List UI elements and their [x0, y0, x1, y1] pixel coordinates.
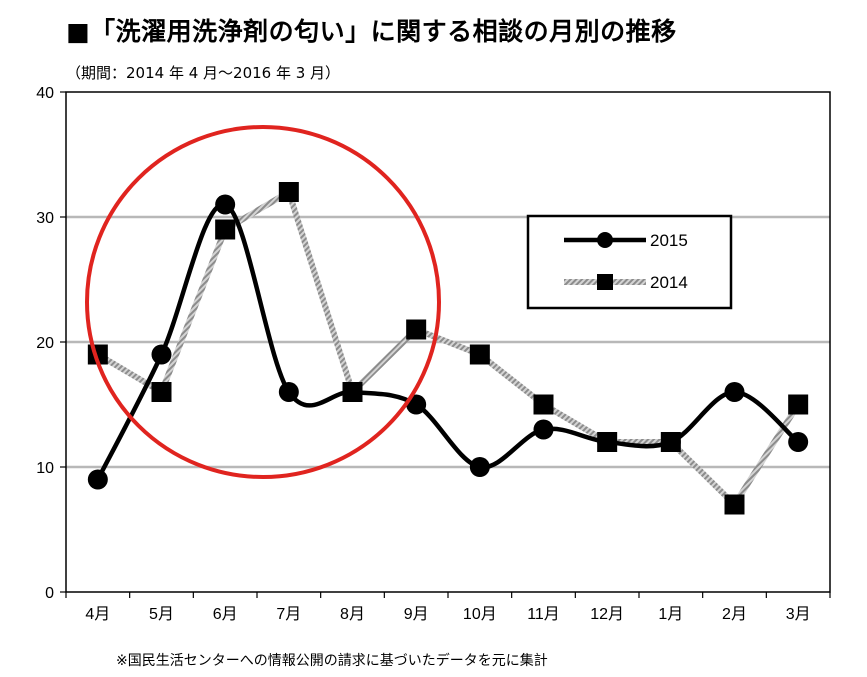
y-tick-label: 10: [36, 460, 54, 477]
y-tick-label: 20: [36, 335, 54, 352]
y-tick-label: 30: [36, 210, 54, 227]
point-2014: [533, 394, 554, 415]
chart-title: ■「洗濯用洗浄剤の匂い」に関する相談の月別の推移: [66, 17, 677, 46]
y-tick-label: 40: [36, 85, 54, 102]
point-2014: [151, 382, 172, 402]
x-axis: 4月 5月 6月 7月 8月 9月 10月 11月 12月 1月 2月 3月: [65, 592, 831, 623]
point-2014: [788, 394, 809, 415]
x-tick-label: 8月: [340, 606, 365, 623]
point-2014: [406, 319, 427, 340]
x-tick-label: 2月: [722, 606, 747, 623]
point-2014: [660, 432, 681, 452]
point-2014: [215, 219, 236, 240]
legend-label-2014: 2014: [650, 273, 688, 292]
y-axis: 0 10 20 30 40: [36, 85, 66, 602]
point-2015: [724, 382, 745, 402]
point-2015: [533, 419, 554, 440]
x-tick-label: 1月: [658, 606, 683, 623]
series-line-2014: [96, 189, 801, 508]
chart-subtitle: （期間：2014 年 4 月～2016 年 3 月）: [66, 64, 341, 82]
point-2014: [342, 382, 363, 402]
legend-box: [526, 214, 733, 310]
x-tick-label: 7月: [276, 606, 301, 623]
legend-label-2015: 2015: [650, 231, 688, 250]
y-tick-label: 0: [45, 585, 54, 602]
x-tick-label: 12月: [590, 606, 624, 623]
point-2015: [278, 382, 299, 402]
legend: 2015 2014: [526, 214, 733, 310]
highlight-circle: [85, 125, 441, 479]
point-2015: [788, 432, 809, 452]
x-tick-label: 11月: [527, 606, 560, 623]
point-2014: [597, 432, 618, 452]
point-2014: [724, 494, 745, 515]
point-2015: [215, 194, 236, 215]
x-tick-label: 9月: [404, 606, 429, 623]
point-2015: [87, 469, 108, 490]
x-tick-label: 4月: [85, 606, 110, 623]
legend-marker-2014: [597, 274, 613, 290]
point-2015: [151, 344, 172, 365]
source-footnote: ※国民生活センターへの情報公開の請求に基づいたデータを元に集計: [116, 653, 548, 669]
point-2015: [469, 457, 490, 477]
point-2014: [469, 344, 490, 365]
x-tick-label: 6月: [213, 606, 238, 623]
x-tick-label: 5月: [149, 606, 174, 623]
legend-marker-2015: [597, 232, 613, 248]
x-tick-label: 3月: [786, 606, 811, 623]
point-2014: [278, 182, 299, 202]
x-tick-label: 10月: [463, 606, 497, 623]
